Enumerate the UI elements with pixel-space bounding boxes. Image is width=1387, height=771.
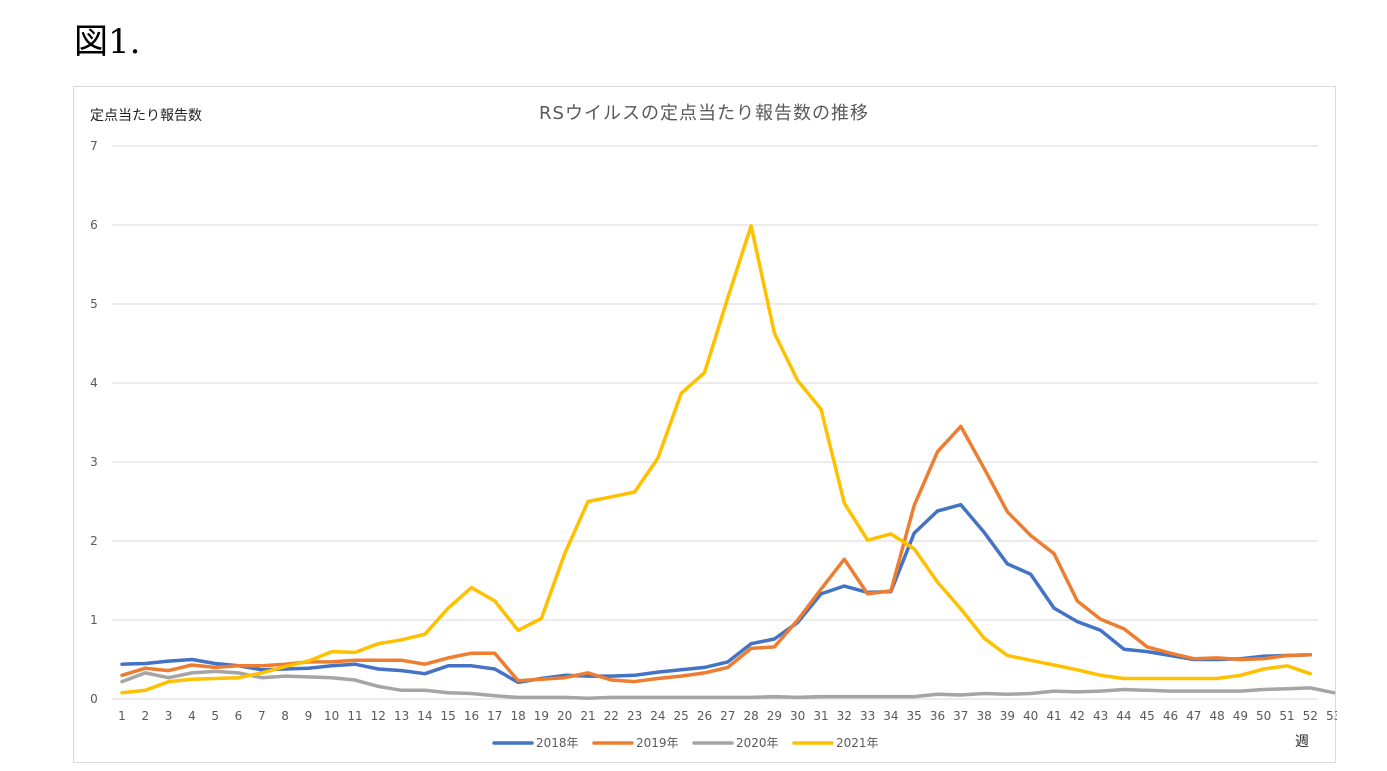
x-tick-label: 46 xyxy=(1163,709,1178,723)
y-tick-label: 6 xyxy=(90,218,98,232)
x-tick-label: 22 xyxy=(604,709,619,723)
x-tick-label: 4 xyxy=(188,709,196,723)
x-tick-label: 26 xyxy=(697,709,712,723)
legend-label: 2019年 xyxy=(636,736,679,750)
x-tick-label: 44 xyxy=(1116,709,1131,723)
x-tick-label: 37 xyxy=(953,709,968,723)
y-tick-label: 5 xyxy=(90,297,98,311)
y-tick-label: 1 xyxy=(90,613,98,627)
x-tick-label: 19 xyxy=(534,709,549,723)
chart-title: RSウイルスの定点当たり報告数の推移 xyxy=(539,103,869,124)
x-tick-label: 47 xyxy=(1186,709,1201,723)
x-tick-label: 12 xyxy=(371,709,386,723)
figure-label: 図1. xyxy=(74,22,141,62)
x-tick-label: 2 xyxy=(141,709,149,723)
x-tick-label: 33 xyxy=(860,709,875,723)
x-tick-label: 35 xyxy=(907,709,922,723)
x-tick-label: 52 xyxy=(1303,709,1318,723)
gridlines xyxy=(112,145,1318,700)
x-tick-label: 48 xyxy=(1209,709,1224,723)
y-tick-label: 4 xyxy=(90,376,98,390)
x-tick-labels: 1 2 3 4 5 6 7 8 9 10 11 12 13 14 15 16 17 18 19 20 21 22 23 24 2… xyxy=(118,709,1337,723)
x-tick-label: 34 xyxy=(883,709,898,723)
x-tick-label: 21 xyxy=(580,709,595,723)
legend-label: 2020年 xyxy=(736,736,779,750)
x-tick-label: 39 xyxy=(1000,709,1015,723)
series-lines xyxy=(120,224,1336,700)
x-axis-label: 週 xyxy=(1295,734,1309,750)
x-tick-label: 36 xyxy=(930,709,945,723)
x-tick-label: 45 xyxy=(1140,709,1155,723)
y-tick-label: 0 xyxy=(90,692,98,706)
y-tick-label: 2 xyxy=(90,534,98,548)
x-tick-label: 6 xyxy=(235,709,243,723)
x-tick-label: 28 xyxy=(743,709,758,723)
x-tick-label: 8 xyxy=(281,709,289,723)
x-tick-label: 1 xyxy=(118,709,126,723)
x-tick-label: 17 xyxy=(487,709,502,723)
x-tick-label: 13 xyxy=(394,709,409,723)
x-tick-label: 16 xyxy=(464,709,479,723)
x-tick-label: 38 xyxy=(976,709,991,723)
x-tick-label: 32 xyxy=(837,709,852,723)
x-tick-label: 11 xyxy=(347,709,362,723)
x-tick-label: 5 xyxy=(211,709,219,723)
y-axis-label: 定点当たり報告数 xyxy=(90,108,202,124)
x-tick-label: 18 xyxy=(510,709,525,723)
x-tick-label: 29 xyxy=(767,709,782,723)
x-tick-label: 9 xyxy=(305,709,313,723)
x-tick-label: 41 xyxy=(1046,709,1061,723)
series-line-2021年 xyxy=(120,224,1313,695)
series-line-2019年 xyxy=(120,424,1313,684)
x-tick-label: 15 xyxy=(441,709,456,723)
legend-label: 2021年 xyxy=(836,736,879,750)
y-tick-label: 3 xyxy=(90,455,98,469)
x-tick-label: 53 xyxy=(1326,709,1337,723)
x-tick-label: 27 xyxy=(720,709,735,723)
x-tick-label: 14 xyxy=(417,709,432,723)
x-tick-label: 40 xyxy=(1023,709,1038,723)
x-tick-label: 25 xyxy=(674,709,689,723)
x-tick-label: 20 xyxy=(557,709,572,723)
y-tick-labels: 0 1 2 3 4 5 6 7 xyxy=(90,139,98,706)
x-tick-label: 51 xyxy=(1279,709,1294,723)
x-tick-label: 3 xyxy=(165,709,173,723)
series-line-2018年 xyxy=(120,502,1313,685)
x-tick-label: 30 xyxy=(790,709,805,723)
x-tick-label: 23 xyxy=(627,709,642,723)
legend-label: 2018年 xyxy=(536,736,579,750)
x-tick-label: 49 xyxy=(1233,709,1248,723)
x-tick-label: 24 xyxy=(650,709,665,723)
x-tick-label: 7 xyxy=(258,709,266,723)
y-tick-label: 7 xyxy=(90,139,98,153)
x-tick-label: 31 xyxy=(813,709,828,723)
x-tick-label: 10 xyxy=(324,709,339,723)
legend: 2018年 2019年 2020年 2021年 xyxy=(492,736,879,750)
x-tick-label: 43 xyxy=(1093,709,1108,723)
series-line-2020年 xyxy=(120,669,1336,700)
x-tick-label: 50 xyxy=(1256,709,1271,723)
x-tick-label: 42 xyxy=(1070,709,1085,723)
